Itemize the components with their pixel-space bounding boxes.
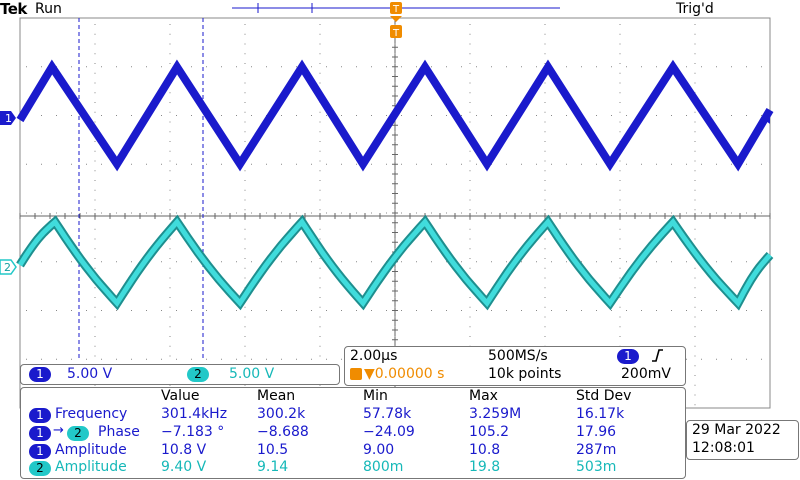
measurement-name: Amplitude	[55, 459, 127, 475]
measurement-name: Phase	[98, 424, 140, 440]
rising-edge-icon	[649, 347, 665, 364]
channel-2-waveform	[17, 217, 772, 308]
destination-badge: 2	[67, 426, 89, 441]
channel-1-waveform	[16, 59, 774, 172]
channel-1-marker[interactable]: 1	[0, 111, 16, 125]
datetime-panel: 29 Mar 2022 12:08:01	[686, 420, 799, 460]
measurement-value: 9.40 V	[161, 459, 207, 475]
col-header-min: Min	[363, 388, 388, 404]
measurement-max: 3.259M	[469, 406, 522, 422]
measurement-value: 10.8 V	[161, 442, 207, 458]
arrow-right-icon: →	[53, 423, 64, 438]
brand-logo: Tek	[0, 0, 27, 18]
measurement-mean: 300.2k	[257, 406, 306, 422]
trigger-level-icon	[762, 112, 770, 124]
trigger-level[interactable]: 200mV	[621, 366, 671, 382]
svg-text:1: 1	[5, 112, 12, 125]
acquisition-status: Run	[35, 1, 62, 17]
measurement-max: 105.2	[469, 424, 510, 440]
channel-1-scale[interactable]: 5.00 V	[67, 366, 113, 382]
trigger-state: Trig'd	[676, 1, 714, 17]
sample-rate: 500MS/s	[488, 348, 548, 364]
source-badge: 1	[29, 444, 51, 459]
trigger-source-badge[interactable]: 1	[617, 349, 639, 364]
channel-1-badge[interactable]: 1	[29, 367, 51, 382]
svg-text:T: T	[392, 28, 400, 39]
channel-2-badge[interactable]: 2	[187, 367, 209, 382]
channel-2-scale[interactable]: 5.00 V	[229, 366, 275, 382]
measurement-min: 800m	[363, 459, 404, 475]
measurement-mean: 9.14	[257, 459, 289, 475]
date-display: 29 Mar 2022	[692, 422, 781, 438]
source-badge: 2	[29, 461, 51, 476]
measurement-max: 19.8	[469, 459, 501, 475]
col-header-value: Value	[161, 388, 200, 404]
trigger-position-marker[interactable]: T T	[390, 2, 402, 39]
channel-scale-panel: 1 5.00 V 2 5.00 V	[20, 364, 340, 385]
source-badge: 1	[29, 426, 51, 441]
measurement-name: Amplitude	[55, 442, 127, 458]
measurement-mean: −8.688	[257, 424, 309, 440]
source-badge: 1	[29, 408, 51, 423]
trigger-t-icon	[350, 368, 362, 380]
measurement-std-dev: 503m	[576, 459, 617, 475]
measurement-min: 57.78k	[363, 406, 412, 422]
measurement-value: 301.4kHz	[161, 406, 228, 422]
measurement-max: 10.8	[469, 442, 501, 458]
trigger-position[interactable]: ▼0.00000 s	[364, 366, 445, 382]
measurement-std-dev: 16.17k	[576, 406, 625, 422]
measurement-min: −24.09	[363, 424, 415, 440]
measurement-std-dev: 17.96	[576, 424, 617, 440]
time-display: 12:08:01	[692, 440, 755, 456]
record-length: 10k points	[488, 366, 562, 382]
acquisition-panel: 2.00µs 500MS/s 1 ▼0.00000 s 10k points 2…	[344, 346, 686, 386]
col-header-mean: Mean	[257, 388, 296, 404]
channel-2-marker[interactable]: 2	[0, 259, 17, 275]
col-header-max: Max	[469, 388, 498, 404]
measurements-panel: Value Mean Min Max Std Dev 1 Frequency 3…	[20, 387, 686, 479]
measurement-min: 9.00	[363, 442, 395, 458]
measurement-value: −7.183 °	[161, 424, 225, 440]
measurement-std-dev: 287m	[576, 442, 617, 458]
measurement-mean: 10.5	[257, 442, 289, 458]
svg-text:2: 2	[4, 261, 11, 274]
timebase-scale[interactable]: 2.00µs	[350, 348, 398, 364]
measurement-name: Frequency	[55, 406, 128, 422]
svg-text:T: T	[392, 4, 400, 15]
col-header-std-dev: Std Dev	[576, 388, 632, 404]
